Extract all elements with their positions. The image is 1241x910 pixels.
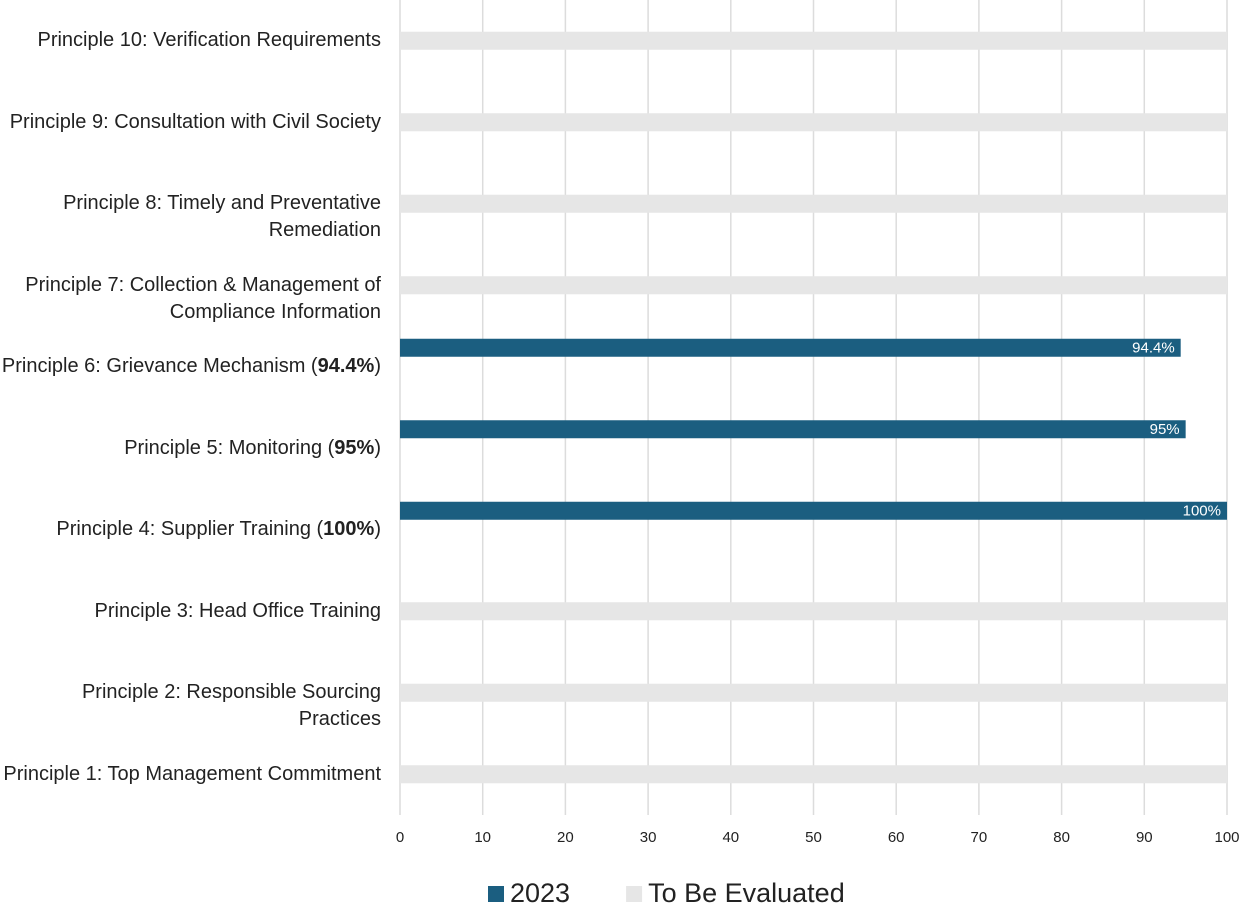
bar (400, 31, 1227, 50)
bar (400, 765, 1227, 784)
x-tick-label: 20 (557, 829, 574, 846)
x-tick-label: 100 (1214, 829, 1239, 846)
bar (400, 194, 1227, 213)
bar (400, 338, 1181, 357)
legend-swatch (488, 886, 504, 902)
x-tick-label: 40 (722, 829, 739, 846)
bar (400, 420, 1186, 439)
y-tick-label: Principle 5: Monitoring (95%) (124, 436, 381, 459)
bar (400, 501, 1227, 520)
bar (400, 602, 1227, 621)
value-label: 95% (1150, 421, 1180, 438)
x-tick-label: 70 (971, 829, 988, 846)
y-tick-label: Principle 2: Responsible Sourcing Practi… (81, 681, 381, 731)
x-tick-label: 60 (888, 829, 905, 846)
y-tick-label: Principle 3: Head Office Training (94, 599, 381, 622)
x-tick-label: 50 (805, 829, 822, 846)
legend-label: 2023 (510, 878, 570, 908)
value-label: 94.4% (1132, 340, 1175, 357)
y-tick-label: Principle 1: Top Management Commitment (3, 762, 381, 785)
y-tick-label: Principle 6: Grievance Mechanism (94.4%) (1, 355, 381, 378)
y-tick-label: Principle 7: Collection & Management of … (25, 273, 381, 323)
x-tick-label: 0 (396, 829, 404, 846)
y-tick-label: Principle 10: Verification Requirements (37, 29, 381, 52)
x-tick-label: 10 (474, 829, 491, 846)
legend-label: To Be Evaluated (648, 878, 845, 908)
legend-swatch (626, 886, 643, 902)
bar (400, 683, 1227, 702)
y-tick-label: Principle 8: Timely and Preventative Rem… (63, 192, 381, 242)
x-tick-label: 30 (640, 829, 657, 846)
x-tick-label: 90 (1136, 829, 1153, 846)
bar (400, 113, 1227, 132)
y-tick-label: Principle 9: Consultation with Civil Soc… (9, 110, 381, 133)
x-tick-label: 80 (1053, 829, 1070, 846)
value-label: 100% (1183, 503, 1221, 520)
bar (400, 276, 1227, 295)
y-tick-label: Principle 4: Supplier Training (100%) (56, 518, 381, 541)
